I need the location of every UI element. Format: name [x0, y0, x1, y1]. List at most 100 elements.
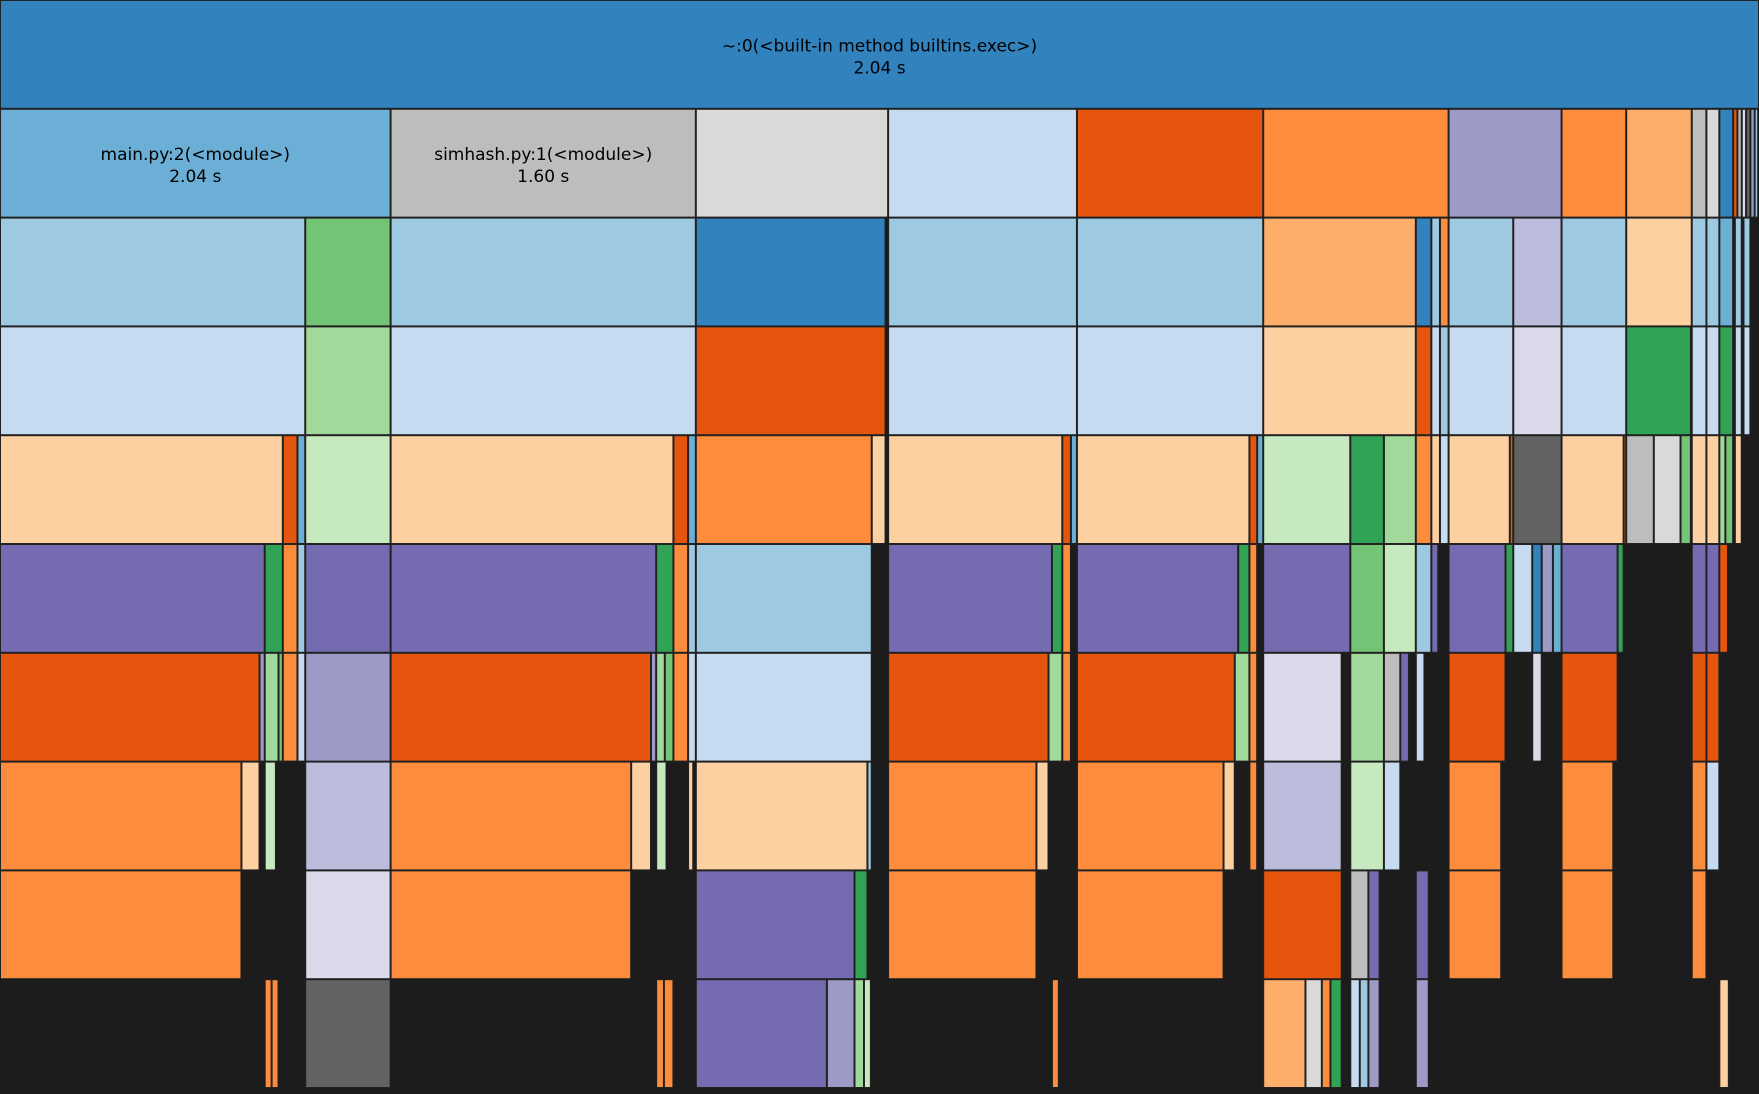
flame-node-depth-2[interactable]: [888, 217, 1077, 327]
flame-node-depth-2[interactable]: [1263, 217, 1416, 327]
flame-node-depth-4[interactable]: [297, 435, 306, 545]
flame-node-depth-4[interactable]: [1706, 435, 1720, 545]
flame-node-depth-6[interactable]: [1234, 652, 1250, 762]
flame-node-depth-3[interactable]: [1263, 326, 1416, 436]
flame-node-depth-6[interactable]: [1691, 652, 1707, 762]
flame-node-depth-1[interactable]: [1263, 108, 1449, 218]
flame-node-depth-6[interactable]: [1350, 652, 1384, 762]
flame-node-depth-3[interactable]: [1513, 326, 1562, 436]
flame-node-depth-4[interactable]: [1623, 435, 1627, 545]
flame-node-depth-3[interactable]: [1415, 326, 1432, 436]
flame-node-depth-2[interactable]: [1691, 217, 1707, 327]
flame-node-depth-8[interactable]: [1415, 870, 1429, 980]
flame-node-depth-1[interactable]: [1754, 108, 1759, 218]
flame-node-depth-7[interactable]: [264, 761, 276, 871]
flame-node-depth-5[interactable]: [1431, 544, 1439, 653]
flame-node-depth-6[interactable]: [282, 652, 298, 762]
flame-node-depth-9[interactable]: [1305, 979, 1322, 1089]
flame-node-depth-8[interactable]: [1263, 870, 1342, 980]
flame-node-depth-3[interactable]: [695, 326, 886, 436]
flame-node-depth-4[interactable]: [1691, 435, 1707, 545]
flame-node-depth-9[interactable]: [1263, 979, 1306, 1089]
flame-node-depth-6[interactable]: [656, 652, 665, 762]
flame-node-depth-9[interactable]: [1330, 979, 1342, 1089]
flame-node-depth-6[interactable]: [1383, 652, 1401, 762]
flame-node-depth-7[interactable]: [1691, 761, 1707, 871]
flame-node-depth-5[interactable]: [1051, 544, 1063, 653]
flame-node-depth-8[interactable]: [854, 870, 868, 980]
flame-node-depth-9[interactable]: [863, 979, 871, 1089]
flame-node-depth-9[interactable]: [305, 979, 391, 1089]
flame-node-depth-2[interactable]: [1626, 217, 1692, 327]
flame-node-depth-2[interactable]: [0, 217, 306, 327]
flame-node-depth-3[interactable]: [1561, 326, 1627, 436]
flame-node-depth-7[interactable]: [1561, 761, 1614, 871]
flame-node-depth-9[interactable]: [1321, 979, 1331, 1089]
flame-node-depth-2[interactable]: [1743, 217, 1751, 327]
flame-node-depth-9[interactable]: [1359, 979, 1369, 1089]
flame-node-depth-7[interactable]: [1249, 761, 1258, 871]
flame-node-depth-6[interactable]: [688, 652, 696, 762]
flame-node-depth-4[interactable]: [0, 435, 283, 545]
flame-node-depth-7[interactable]: [888, 761, 1037, 871]
flame-node-depth-5[interactable]: [297, 544, 306, 653]
flame-node-depth-2[interactable]: [1561, 217, 1627, 327]
flame-node-depth-5[interactable]: [695, 544, 872, 653]
flame-node-depth-7[interactable]: [688, 761, 694, 871]
flame-node-depth-3[interactable]: [1734, 326, 1742, 436]
flame-node-depth-6[interactable]: [695, 652, 872, 762]
flame-node-depth-8[interactable]: [888, 870, 1037, 980]
flame-node-depth-4[interactable]: [1249, 435, 1258, 545]
flame-node-depth-6[interactable]: [390, 652, 652, 762]
flame-node-depth-2[interactable]: [695, 217, 886, 327]
flame-node-depth-6[interactable]: [1076, 652, 1235, 762]
flame-node-depth-3[interactable]: [1706, 326, 1720, 436]
flame-node-depth-5[interactable]: [264, 544, 283, 653]
flame-node-depth-4[interactable]: [1383, 435, 1416, 545]
flame-node-depth-9[interactable]: [1350, 979, 1360, 1089]
flame-node-depth-3[interactable]: [305, 326, 391, 436]
flame-node-depth-5[interactable]: [1448, 544, 1506, 653]
flame-node-depth-4[interactable]: [871, 435, 886, 545]
flame-node-depth-5[interactable]: [390, 544, 657, 653]
flame-node-depth-9[interactable]: [1415, 979, 1429, 1089]
flame-node-depth-5[interactable]: [1249, 544, 1258, 653]
flame-node-depth-7[interactable]: [1223, 761, 1235, 871]
flame-node-depth-4[interactable]: [1415, 435, 1432, 545]
flame-node-depth-5[interactable]: [1552, 544, 1562, 653]
flame-node-depth-7[interactable]: [867, 761, 872, 871]
flame-node-depth-9[interactable]: [656, 979, 664, 1089]
flame-node-depth-5[interactable]: [688, 544, 696, 653]
flame-node-depth-6[interactable]: [264, 652, 279, 762]
flame-node-depth-8[interactable]: [1691, 870, 1707, 980]
flame-node-depth-7[interactable]: [1036, 761, 1049, 871]
flame-node-depth-6[interactable]: [1415, 652, 1425, 762]
flame-node-depth-5[interactable]: [1062, 544, 1071, 653]
flame-node-depth-7[interactable]: [631, 761, 652, 871]
flame-node-depth-4[interactable]: [1350, 435, 1384, 545]
flame-node-depth-8[interactable]: [695, 870, 855, 980]
flame-node-depth-5[interactable]: [888, 544, 1052, 653]
flame-node-depth-4[interactable]: [390, 435, 674, 545]
flame-node-depth-5[interactable]: [0, 544, 265, 653]
flame-node-depth-4[interactable]: [282, 435, 298, 545]
flame-node-depth-4[interactable]: [1076, 435, 1250, 545]
flame-node-depth-8[interactable]: [390, 870, 632, 980]
flame-node-depth-6[interactable]: [651, 652, 657, 762]
flame-node-depth-6[interactable]: [1448, 652, 1506, 762]
flame-node-depth-5[interactable]: [1383, 544, 1416, 653]
flame-node-depth-7[interactable]: [1383, 761, 1401, 871]
flame-node-depth-6[interactable]: [888, 652, 1049, 762]
flame-node-depth-8[interactable]: [1448, 870, 1502, 980]
flame-node-depth-9[interactable]: [264, 979, 272, 1089]
flame-node-depth-5[interactable]: [1238, 544, 1250, 653]
flame-node-depth-4[interactable]: [888, 435, 1063, 545]
flame-node-depth-5[interactable]: [1350, 544, 1384, 653]
flame-node-depth-8[interactable]: [1350, 870, 1369, 980]
flame-node-depth-6[interactable]: [1263, 652, 1342, 762]
flame-node-depth-1[interactable]: [1076, 108, 1264, 218]
flame-node-depth-9[interactable]: [1051, 979, 1059, 1089]
flame-node-depth-2[interactable]: [1076, 217, 1264, 327]
flame-node-depth-5[interactable]: [1263, 544, 1351, 653]
flame-node-depth-5[interactable]: [1706, 544, 1720, 653]
